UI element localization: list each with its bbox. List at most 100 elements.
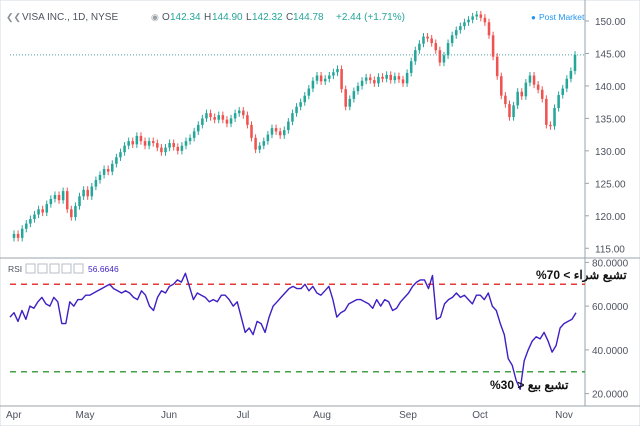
- candle-body: [53, 195, 57, 199]
- candle-body: [319, 75, 323, 82]
- candle-body: [156, 143, 159, 148]
- candle-body: [20, 228, 24, 238]
- candle-body: [569, 70, 573, 79]
- candle-body: [328, 75, 331, 79]
- candle-body: [258, 145, 261, 150]
- candle-body: [364, 77, 368, 81]
- candle-body: [201, 118, 204, 125]
- candle-body: [573, 54, 577, 71]
- candle-body: [45, 204, 49, 213]
- candle-body: [213, 117, 216, 120]
- candle-body: [495, 56, 499, 77]
- x-tick-label: Jul: [237, 410, 250, 421]
- candle-body: [483, 17, 487, 23]
- rsi-tick-label: 80.0000: [592, 258, 629, 269]
- candle-body: [430, 38, 433, 44]
- ohlc-value: 142.34: [170, 12, 201, 23]
- candle-body: [127, 141, 130, 146]
- post-market-dot-icon: ●: [531, 13, 536, 22]
- candle-body: [278, 131, 282, 136]
- ohlc-value: 144.78: [293, 12, 324, 23]
- candle-body: [229, 118, 233, 124]
- candle-body: [336, 69, 339, 73]
- candle-body: [344, 89, 347, 107]
- candle-body: [12, 233, 16, 238]
- rsi-settings-icon[interactable]: [37, 263, 48, 274]
- rsi-label: RSI: [8, 264, 22, 274]
- candle-body: [315, 75, 319, 81]
- candle-body: [426, 36, 429, 39]
- candle-body: [487, 22, 491, 36]
- ohlc-key: O: [162, 12, 170, 23]
- candle-body: [291, 113, 294, 122]
- candle-body: [98, 174, 102, 181]
- candle-body: [397, 76, 401, 80]
- candle-body: [504, 95, 507, 105]
- candle-body: [414, 50, 417, 62]
- candle-body: [78, 196, 81, 207]
- candle-body: [373, 80, 376, 84]
- rsi-tick-label: 60.0000: [592, 302, 629, 313]
- candles-layer: [12, 10, 577, 242]
- ohlc-readout: O 142.34 H 144.90 L 142.32 C 144.78: [162, 12, 324, 23]
- candle-body: [459, 26, 462, 31]
- candle-body: [377, 76, 380, 84]
- candle-body: [217, 115, 221, 120]
- candle-body: [332, 72, 335, 76]
- candle-body: [246, 115, 249, 125]
- candle-body: [151, 141, 155, 144]
- candle-body: [274, 128, 278, 132]
- candle-body: [520, 91, 524, 97]
- candle-body: [446, 43, 450, 56]
- candle-body: [545, 98, 548, 125]
- candle-body: [532, 75, 536, 85]
- candle-body: [389, 74, 392, 81]
- candle-body: [74, 206, 77, 218]
- overbought-annotation: تشبع شراء > 70%: [536, 268, 627, 283]
- candle-body: [160, 147, 163, 153]
- candle-body: [49, 198, 53, 205]
- candle-body: [368, 77, 372, 81]
- candle-body: [176, 146, 180, 151]
- candle-body: [139, 135, 143, 142]
- x-tick-label: Nov: [555, 410, 573, 421]
- candle-body: [340, 69, 343, 90]
- rsi-expand-icon[interactable]: [73, 263, 84, 274]
- rsi-close-icon[interactable]: [49, 263, 60, 274]
- candle-body: [135, 135, 139, 145]
- candle-body: [37, 209, 40, 215]
- oversold-annotation: تشبع بيع < 30%: [490, 378, 569, 393]
- candle-body: [536, 84, 540, 90]
- rsi-toolbar: [25, 263, 84, 274]
- candle-body: [405, 72, 409, 84]
- candle-body: [299, 102, 302, 107]
- candle-body: [438, 50, 442, 63]
- candle-body: [491, 35, 495, 57]
- candle-body: [233, 113, 237, 119]
- price-tick-label: 140.00: [595, 82, 626, 93]
- candle-body: [418, 43, 421, 51]
- rsi-eye-icon[interactable]: [25, 263, 36, 274]
- ohlc-key: H: [204, 12, 211, 23]
- candle-body: [192, 131, 196, 138]
- candle-body: [131, 141, 135, 145]
- candle-body: [561, 88, 564, 96]
- candle-body: [356, 85, 360, 92]
- price-tick-label: 125.00: [595, 179, 626, 190]
- candle-body: [352, 91, 356, 99]
- candle-body: [111, 163, 114, 172]
- x-tick-label: Oct: [472, 410, 488, 421]
- symbol-title: VISA INC., 1D, NYSE: [22, 12, 118, 23]
- candle-body: [262, 141, 266, 146]
- candle-body: [500, 76, 503, 96]
- candle-body: [311, 80, 315, 89]
- rsi-more-icon[interactable]: [61, 263, 72, 274]
- candle-body: [540, 89, 544, 99]
- candle-body: [557, 95, 560, 108]
- header-chevron-icon[interactable]: ❮❮: [6, 12, 21, 23]
- eye-icon[interactable]: ◉: [151, 12, 159, 22]
- candle-body: [106, 169, 110, 172]
